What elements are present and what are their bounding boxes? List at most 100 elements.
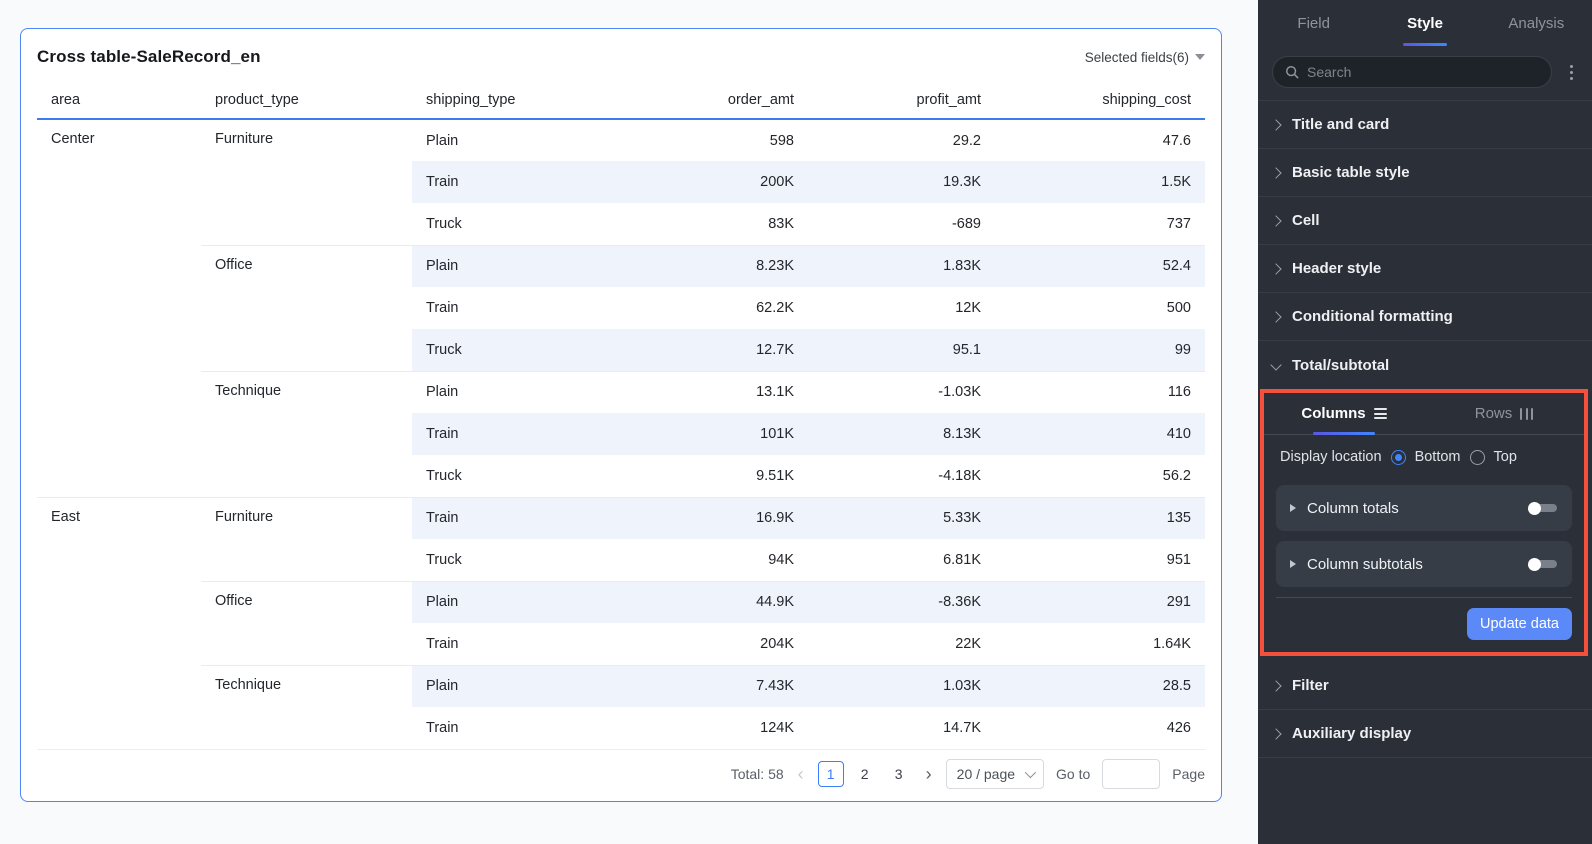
section-filter[interactable]: Filter — [1258, 662, 1592, 710]
tab-columns[interactable]: Columns — [1264, 393, 1424, 434]
page-button-2[interactable]: 2 — [860, 765, 869, 782]
column-totals-row[interactable]: Column totals — [1276, 485, 1572, 531]
cross-table: area product_type shipping_type order_amt pr… — [37, 81, 1205, 749]
table-cell: 8.13K — [808, 413, 995, 455]
table-cell: 56.2 — [1162, 467, 1191, 484]
column-totals-label: Column totals — [1307, 499, 1399, 517]
style-section-list: Title and card Basic table style Cell Heade… — [1258, 101, 1592, 341]
table-row: Technique Plain 13.1K -1.03K 116 — [37, 370, 1205, 497]
panel-tab-field[interactable]: Field — [1258, 0, 1369, 46]
table-cell: 44.9K — [612, 580, 808, 623]
table-cell: 1.5K — [995, 161, 1205, 203]
table-row: Truck 12.7K 95.1 99 — [37, 329, 1205, 371]
search-input[interactable] — [1307, 64, 1539, 80]
table-cell: Train — [412, 496, 612, 539]
table-cell: Furniture — [201, 496, 412, 581]
column-header-area: area — [37, 81, 201, 120]
active-tab-underline — [1402, 43, 1447, 46]
table-cell: Center — [51, 131, 95, 147]
radio-top-label[interactable]: Top — [1493, 449, 1517, 465]
column-subtotals-row[interactable]: Column subtotals — [1276, 541, 1572, 587]
radio-bottom-label[interactable]: Bottom — [1414, 449, 1461, 465]
table-cell: 200K — [612, 161, 808, 203]
table-row: Train 101K 8.13K 410 — [37, 413, 1205, 455]
section-conditional-formatting[interactable]: Conditional formatting — [1258, 293, 1592, 341]
radio-top[interactable] — [1469, 449, 1485, 465]
table-cell: Truck — [426, 215, 462, 232]
total-count: Total: 58 — [730, 765, 784, 782]
table-row: Train 204K 22K 1.64K — [37, 623, 1205, 665]
table-row: Technique Plain 7.43K 1.03K 28.5 — [37, 664, 1205, 749]
table-cell: Truck — [426, 551, 462, 568]
column-subtotals-toggle[interactable] — [1528, 557, 1558, 571]
table-cell: 204K — [760, 635, 794, 652]
table-row: Train 200K 19.3K 1.5K — [37, 161, 1205, 203]
display-location-row: Display location Bottom Top — [1264, 435, 1584, 479]
table-cell: 410 — [995, 413, 1205, 455]
table-cell: East — [37, 496, 201, 749]
section-header-style[interactable]: Header style — [1258, 245, 1592, 293]
search-box[interactable] — [1272, 56, 1552, 88]
cross-table-card: Cross table-SaleRecord_en Selected field… — [20, 28, 1222, 802]
section-title-and-card[interactable]: Title and card — [1258, 101, 1592, 149]
table-cell: Office — [201, 580, 412, 665]
table-row: Train 62.2K 12K 500 — [37, 287, 1205, 329]
table-cell: Technique — [201, 370, 412, 497]
table-cell: 6.81K — [943, 551, 981, 568]
table-cell: 16.9K — [612, 496, 808, 539]
page-button-3[interactable]: 3 — [894, 765, 903, 782]
totals-tab-bar: Columns Rows — [1264, 393, 1584, 435]
radio-bottom[interactable] — [1390, 449, 1406, 465]
section-basic-table-style[interactable]: Basic table style — [1258, 149, 1592, 197]
table-cell: Train — [426, 720, 459, 736]
table-cell: 1.64K — [1153, 635, 1191, 652]
chevron-right-icon — [1270, 166, 1282, 179]
caret-down-icon — [1195, 54, 1205, 60]
goto-page-input[interactable] — [1102, 758, 1161, 789]
selected-fields-dropdown[interactable]: Selected fields(6) — [1085, 50, 1205, 65]
table-cell: Train — [426, 635, 459, 652]
table-row: Truck 83K -689 737 — [37, 203, 1205, 245]
kebab-menu-icon[interactable] — [1562, 61, 1580, 84]
panel-tab-analysis[interactable]: Analysis — [1481, 0, 1592, 46]
active-tab-underline — [1313, 432, 1375, 435]
table-cell: 1.83K — [808, 244, 995, 287]
table-cell: 426 — [1166, 720, 1191, 736]
section-auxiliary-display[interactable]: Auxiliary display — [1258, 710, 1592, 758]
table-row: Office Plain 44.9K -8.36K 291 — [37, 580, 1205, 665]
table-cell: Plain — [412, 580, 612, 623]
page-size-select[interactable]: 20 / page — [945, 758, 1045, 789]
table-cell: Plain — [412, 244, 612, 287]
table-row: Center Furniture Plain 598 29.2 47.6 — [37, 119, 1205, 161]
tab-rows[interactable]: Rows — [1424, 393, 1584, 434]
chevron-right-icon — [1270, 310, 1282, 323]
triangle-right-icon — [1290, 504, 1296, 512]
annotation-rectangle: Columns Rows Display location Bottom Top… — [1260, 389, 1588, 656]
table-cell: Office — [201, 244, 412, 371]
table-cell: 52.4 — [995, 244, 1205, 287]
table-cell: -4.18K — [938, 467, 981, 484]
update-data-button[interactable]: Update data — [1466, 608, 1572, 640]
column-header-profit_amt: profit_amt — [808, 81, 995, 120]
section-cell[interactable]: Cell — [1258, 197, 1592, 245]
chevron-down-icon — [1270, 359, 1282, 371]
table-cell: 5.33K — [808, 496, 995, 539]
table-cell: 22K — [955, 635, 981, 652]
table-cell: 135 — [995, 496, 1205, 539]
column-header-order_amt: order_amt — [612, 81, 808, 120]
table-cell: 29.2 — [952, 132, 981, 149]
chevron-right-icon — [1270, 214, 1282, 227]
rows-icon — [1520, 407, 1534, 420]
next-page-button[interactable]: › — [925, 763, 932, 784]
column-totals-toggle[interactable] — [1528, 501, 1558, 515]
canvas-area: Cross table-SaleRecord_en Selected field… — [20, 28, 1222, 802]
prev-page-button[interactable]: ‹ — [797, 763, 804, 784]
section-total-subtotal[interactable]: Total/subtotal — [1258, 341, 1592, 389]
table-cell: Technique — [201, 664, 412, 749]
panel-tab-style[interactable]: Style — [1369, 0, 1480, 46]
chevron-right-icon — [1270, 679, 1282, 692]
page-button-1[interactable]: 1 — [817, 760, 844, 787]
card-header: Cross table-SaleRecord_en Selected field… — [37, 43, 1205, 71]
table-cell: 47.6 — [1162, 132, 1191, 149]
table-cell: 500 — [1166, 300, 1191, 316]
